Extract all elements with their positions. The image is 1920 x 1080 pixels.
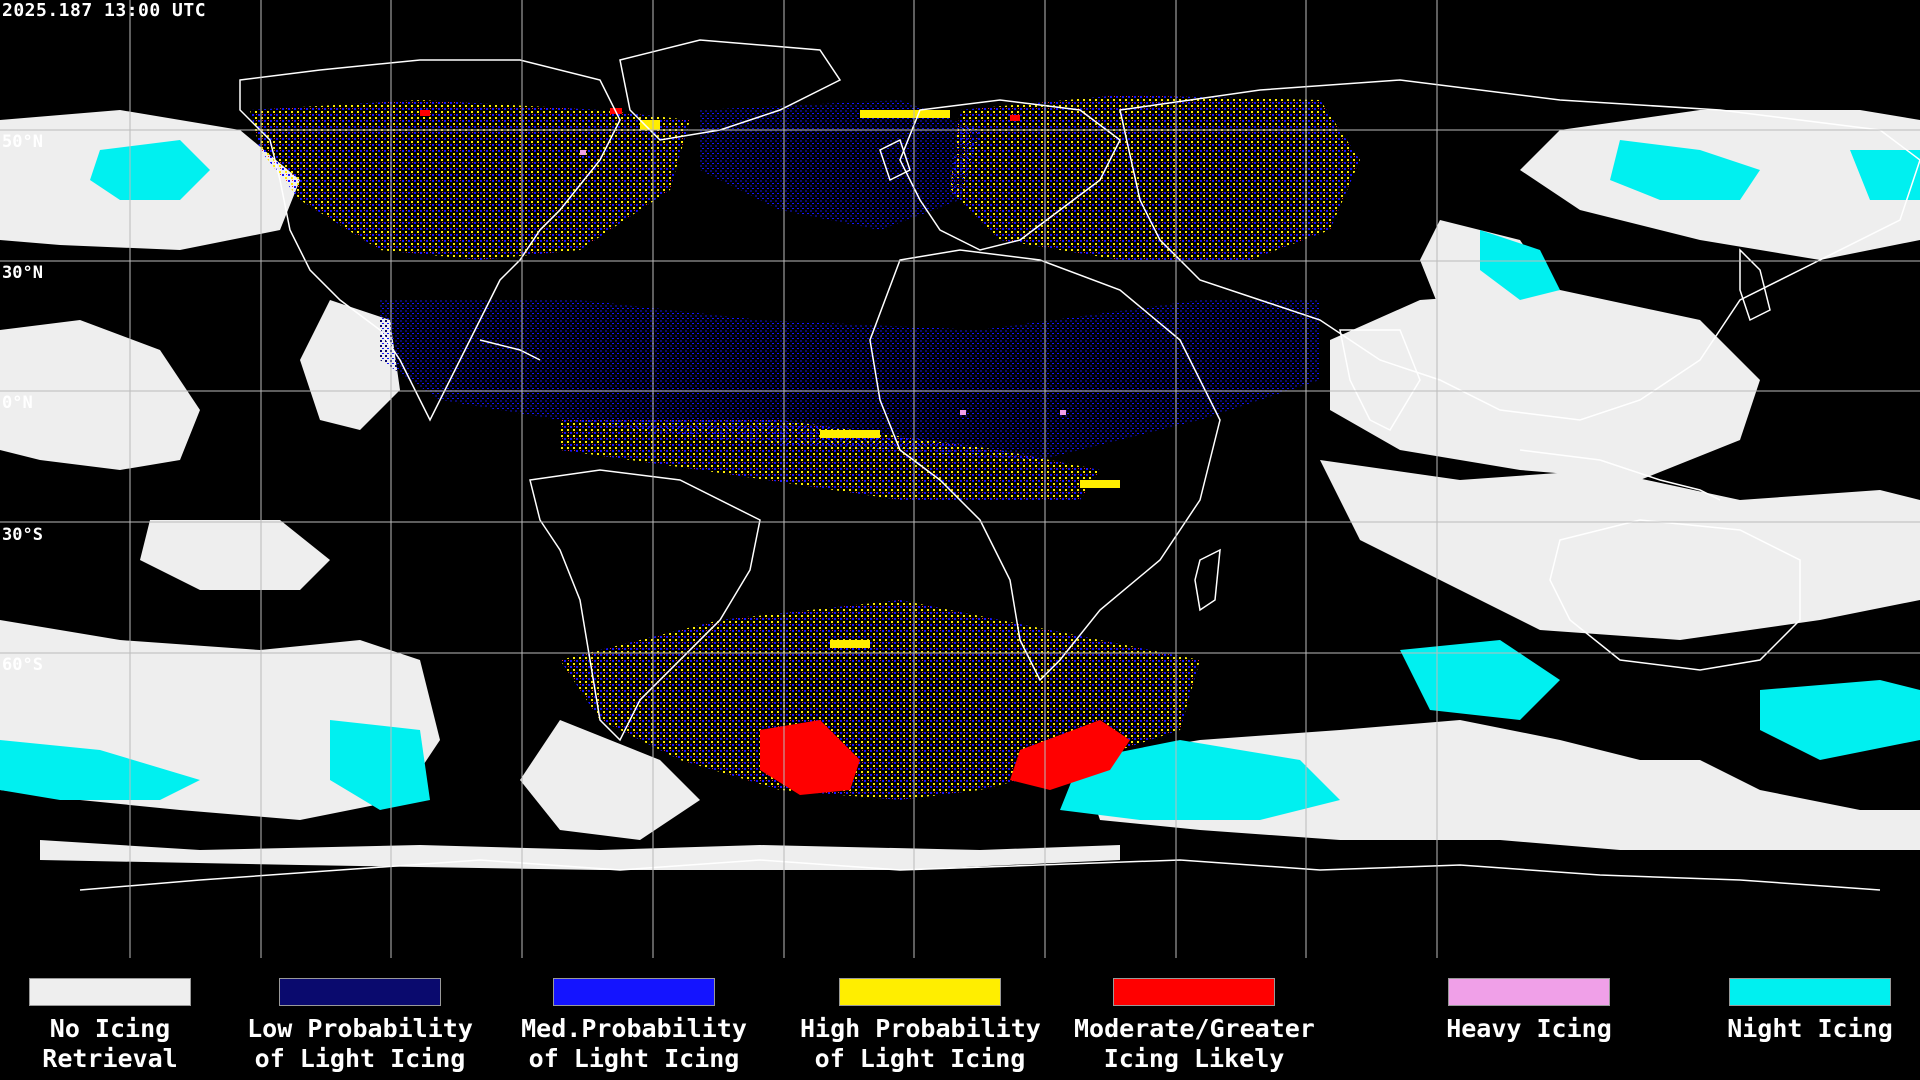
- coastlines: [79, 39, 1920, 891]
- legend-line2: of Light Icing: [254, 1044, 466, 1073]
- legend-swatch: [839, 978, 1001, 1006]
- legend-swatch: [279, 978, 441, 1006]
- legend-line1: High Probability: [800, 1014, 1041, 1043]
- legend-item-moderate: Moderate/Greater Icing Likely: [1074, 978, 1315, 1074]
- night-icing-regions: [0, 140, 1920, 820]
- moderate-icing-regions: [420, 108, 1130, 795]
- legend-item-no-icing: No Icing Retrieval: [0, 978, 230, 1074]
- legend-line1: Low Probability: [247, 1014, 473, 1043]
- map-canvas: [0, 0, 1920, 958]
- legend-label: Night Icing: [1690, 1014, 1920, 1044]
- legend-item-heavy: Heavy Icing: [1409, 978, 1649, 1044]
- legend-line1: Med.Probability: [521, 1014, 747, 1043]
- lat-label-30s: 30°S: [2, 525, 43, 545]
- legend-label: No Icing Retrieval: [0, 1014, 230, 1074]
- legend-swatch: [1113, 978, 1275, 1006]
- legend-swatch: [1729, 978, 1891, 1006]
- timestamp-label: 2025.187 13:00 UTC: [2, 0, 207, 21]
- legend-label: Moderate/Greater Icing Likely: [1074, 1014, 1315, 1074]
- legend-item-med-prob: Med.Probability of Light Icing: [514, 978, 754, 1074]
- graticule-grid: [0, 0, 1920, 958]
- icing-map: 2025.187 13:00 UTC 50°N 30°N 0°N 30°S 60…: [0, 0, 1920, 958]
- heavy-icing-regions: [580, 150, 1066, 415]
- legend-line2: Retrieval: [42, 1044, 178, 1073]
- legend-line2: of Light Icing: [528, 1044, 740, 1073]
- legend-label: Heavy Icing: [1409, 1014, 1649, 1044]
- legend-swatch: [1448, 978, 1610, 1006]
- legend: No Icing Retrieval Low Probability of Li…: [0, 958, 1920, 1080]
- legend-item-night: Night Icing: [1690, 978, 1920, 1044]
- legend-item-high-prob: High Probability of Light Icing: [800, 978, 1041, 1074]
- legend-line1: No Icing: [49, 1014, 171, 1043]
- legend-label: Low Probability of Light Icing: [240, 1014, 480, 1074]
- legend-swatch: [553, 978, 715, 1006]
- legend-line1: Night Icing: [1727, 1014, 1893, 1043]
- legend-line2: Icing Likely: [1103, 1044, 1285, 1073]
- lat-label-60s: 60°S: [2, 655, 43, 675]
- lat-label-50n: 50°N: [2, 132, 43, 152]
- legend-swatch: [29, 978, 191, 1006]
- legend-line2: of Light Icing: [814, 1044, 1026, 1073]
- legend-line1: Heavy Icing: [1446, 1014, 1612, 1043]
- legend-item-low-prob: Low Probability of Light Icing: [240, 978, 480, 1074]
- lat-label-0n: 0°N: [2, 393, 33, 413]
- high-prob-regions: [640, 110, 1120, 648]
- lat-label-30n: 30°N: [2, 263, 43, 283]
- legend-label: Med.Probability of Light Icing: [514, 1014, 754, 1074]
- legend-line1: Moderate/Greater: [1074, 1014, 1315, 1043]
- legend-label: High Probability of Light Icing: [800, 1014, 1041, 1074]
